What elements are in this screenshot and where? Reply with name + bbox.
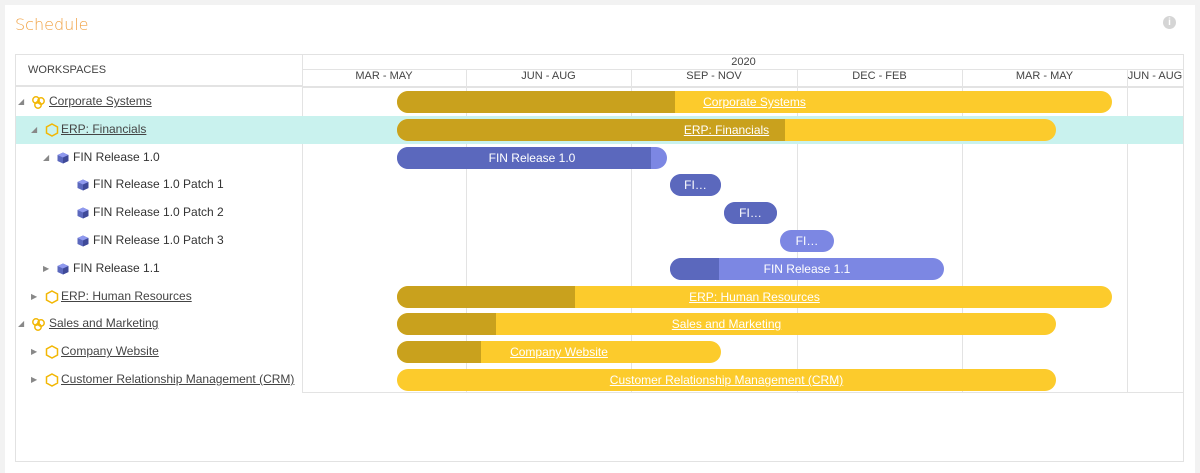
row-icon bbox=[77, 178, 91, 192]
period-header: JUN - AUG bbox=[1127, 70, 1183, 82]
schedule-bar[interactable]: FIN Release 1.1 bbox=[670, 257, 944, 280]
schedule-bar[interactable]: Company Website bbox=[397, 341, 721, 364]
schedule-bar[interactable]: Sales and Marketing bbox=[397, 313, 1056, 336]
bar-progress bbox=[670, 257, 719, 280]
bar-label[interactable]: Sales and Marketing bbox=[671, 317, 782, 332]
bar-label[interactable]: Company Website bbox=[510, 345, 608, 360]
column-line bbox=[466, 69, 467, 393]
bar-label: FI… bbox=[795, 234, 819, 248]
gantt-row: ◢ FIN Release 1.0 FIN Release 1.0 bbox=[16, 144, 1183, 172]
row-icon bbox=[45, 122, 59, 137]
bar-progress bbox=[397, 341, 481, 364]
gantt-row: ▶ FIN Release 1.1 FIN Release 1.1 bbox=[16, 255, 1183, 283]
expand-toggle[interactable]: ▶ bbox=[31, 375, 38, 384]
expand-toggle[interactable]: ▶ bbox=[31, 347, 38, 357]
bar-label[interactable]: Customer Relationship Management (CRM) bbox=[609, 373, 844, 387]
gantt-row: ◢ ERP: Financials ERP: Financials bbox=[16, 115, 1183, 144]
bar-label: FIN Release 1.1 bbox=[763, 261, 851, 276]
period-header: MAR - MAY bbox=[1015, 70, 1074, 82]
row-name: FIN Release 1.0 bbox=[73, 149, 160, 164]
expand-toggle[interactable]: ▶ bbox=[43, 263, 50, 273]
expand-toggle[interactable]: ◢ bbox=[18, 319, 25, 329]
year-header: 2020 bbox=[302, 55, 1183, 70]
period-header: DEC - FEB bbox=[852, 70, 907, 82]
row-name: FIN Release 1.0 Patch 3 bbox=[93, 233, 224, 247]
gantt-row: ▶ ERP: Human Resources ERP: Human Resource… bbox=[16, 283, 1183, 311]
info-icon[interactable]: i bbox=[1163, 16, 1176, 29]
left-border bbox=[302, 55, 303, 393]
row-icon bbox=[45, 373, 59, 387]
expand-toggle[interactable]: ◢ bbox=[43, 152, 50, 162]
schedule-bar[interactable]: ERP: Human Resources bbox=[397, 285, 1112, 308]
row-name[interactable]: Corporate Systems bbox=[49, 94, 152, 108]
schedule-bar[interactable]: Customer Relationship Management (CRM) bbox=[397, 369, 1056, 391]
period-header: MAR - MAY bbox=[355, 70, 413, 82]
grid-bottom bbox=[302, 392, 1183, 393]
row-icon bbox=[77, 234, 91, 248]
gantt-row: ◢ Corporate Systems Corporate Systems bbox=[16, 88, 1183, 116]
schedule-bar[interactable]: FI… bbox=[724, 202, 777, 225]
expand-toggle[interactable]: ◢ bbox=[31, 124, 38, 134]
gantt-row: FIN Release 1.0 Patch 1 FI… bbox=[16, 171, 1183, 199]
schedule-bar[interactable]: Corporate Systems bbox=[397, 91, 1112, 113]
row-name[interactable]: Customer Relationship Management (CRM) bbox=[61, 372, 295, 386]
row-icon bbox=[77, 206, 91, 220]
schedule-bar[interactable]: FI… bbox=[780, 230, 834, 252]
row-name: FIN Release 1.0 Patch 2 bbox=[93, 205, 224, 220]
row-icon bbox=[57, 151, 71, 165]
bar-progress bbox=[397, 313, 496, 336]
period-header: SEP - NOV bbox=[686, 70, 742, 82]
column-line bbox=[1127, 69, 1128, 393]
schedule-bar[interactable]: ERP: Financials bbox=[397, 118, 1056, 141]
header-divider bbox=[302, 86, 1183, 88]
row-icon bbox=[57, 262, 71, 276]
row-name[interactable]: Company Website bbox=[61, 344, 159, 359]
bar-progress bbox=[397, 146, 651, 169]
panel-title: Schedule bbox=[15, 15, 89, 34]
bar-label: FI… bbox=[739, 206, 762, 221]
schedule-bar[interactable]: FI… bbox=[670, 174, 721, 197]
schedule-panel: Schedule i WORKSPACES 2020 MAR - MAY JUN - … bbox=[5, 5, 1195, 473]
bar-label: FI… bbox=[684, 178, 707, 193]
column-line bbox=[962, 69, 963, 393]
expand-toggle[interactable]: ◢ bbox=[18, 97, 25, 106]
bar-label: FIN Release 1.0 bbox=[488, 150, 576, 165]
row-name[interactable]: ERP: Human Resources bbox=[61, 288, 192, 303]
column-line bbox=[631, 69, 632, 393]
schedule-bar[interactable]: FIN Release 1.0 bbox=[397, 146, 667, 169]
row-name[interactable]: Sales and Marketing bbox=[49, 316, 159, 331]
gantt-row: ◢ Sales and Marketing Sales and Marketing bbox=[16, 310, 1183, 338]
expand-toggle[interactable]: ▶ bbox=[31, 291, 38, 301]
row-icon bbox=[31, 317, 45, 332]
row-icon bbox=[45, 289, 59, 304]
bar-label[interactable]: ERP: Financials bbox=[683, 122, 770, 137]
gantt-grid: WORKSPACES 2020 MAR - MAY JUN - AUG SEP - NO… bbox=[15, 54, 1184, 462]
gantt-row: ▶ Company Website Company Website bbox=[16, 338, 1183, 366]
gantt-row: FIN Release 1.0 Patch 2 FI… bbox=[16, 199, 1183, 227]
bar-label[interactable]: Corporate Systems bbox=[703, 95, 806, 109]
row-name[interactable]: ERP: Financials bbox=[61, 121, 147, 136]
period-header: JUN - AUG bbox=[521, 70, 576, 82]
bar-progress bbox=[397, 91, 675, 113]
bar-progress bbox=[397, 118, 785, 141]
row-icon bbox=[31, 95, 45, 109]
bar-label[interactable]: ERP: Human Resources bbox=[689, 289, 820, 304]
bar-progress bbox=[724, 202, 777, 225]
bar-progress bbox=[397, 285, 575, 308]
column-header: WORKSPACES bbox=[16, 55, 302, 87]
row-icon bbox=[45, 345, 59, 360]
gantt-row: ▶ Customer Relationship Management (CRM) C… bbox=[16, 366, 1183, 394]
row-name: FIN Release 1.1 bbox=[73, 260, 160, 275]
bar-progress bbox=[670, 174, 721, 197]
gantt-row: FIN Release 1.0 Patch 3 FI… bbox=[16, 227, 1183, 255]
row-name: FIN Release 1.0 Patch 1 bbox=[93, 177, 224, 192]
